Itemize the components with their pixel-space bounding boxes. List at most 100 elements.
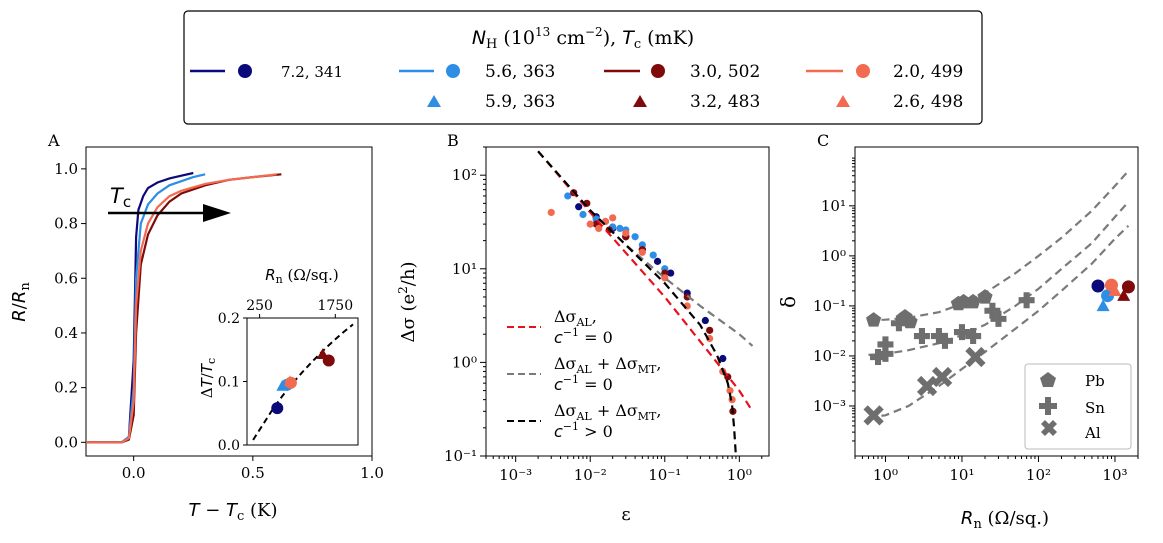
top-legend: NH (1013 cm−2), Tc (mK) 7.2, 341 5.6, 36…	[183, 10, 983, 125]
data-point-triangle	[1096, 299, 1110, 312]
data-point	[564, 192, 572, 200]
inset-y-tick-label: 0.0	[218, 438, 240, 454]
legend-sn-label: Sn	[1085, 399, 1105, 417]
data-point-triangle	[1117, 289, 1131, 301]
panel-b-letter: B	[447, 131, 459, 150]
legend-frame	[183, 10, 983, 125]
legend-pb-label: Pb	[1085, 372, 1105, 390]
x-tick-label: 10¹	[949, 466, 974, 484]
data-point	[719, 354, 727, 363]
legend-entry-7: 2.6, 498	[836, 92, 963, 112]
legend-circle-marker	[856, 64, 870, 78]
data-point	[638, 248, 646, 256]
data-point-cross-stroke	[863, 405, 884, 426]
panel-c-legend: Pb Sn Al	[1024, 363, 1132, 450]
data-point-plus	[890, 315, 907, 332]
inset-point	[271, 402, 284, 415]
legend-label: 3.0, 502	[690, 62, 760, 82]
data-point-pentagon	[965, 293, 981, 309]
data-point-plus	[965, 328, 982, 345]
legend-circle-marker	[446, 64, 460, 78]
y-tick-label: 0.8	[54, 215, 78, 233]
data-point-circle	[1121, 280, 1135, 294]
inset-axes	[246, 317, 359, 446]
data-point	[649, 251, 657, 259]
y-tick-label: 10⁰	[452, 353, 477, 371]
legend-label: 2.0, 499	[893, 62, 963, 82]
y-tick-label: 10¹	[821, 197, 846, 215]
data-point-cross-stroke	[916, 375, 938, 397]
panel-c-series	[863, 170, 1135, 426]
data-point-pentagon	[977, 289, 993, 304]
tc-arrow-head	[203, 204, 231, 222]
y-tick-label: 10⁻¹	[813, 297, 846, 315]
data-point	[631, 233, 639, 241]
y-tick-label: 0.2	[54, 379, 78, 397]
inset-y-tick-label: 0.1	[218, 375, 240, 391]
panel-a: A 0.0 0.5 1.00.00.20.40.60.81.0 Tc T − Tc …	[9, 131, 384, 524]
inset-y-tick-label: 0.2	[218, 311, 240, 327]
data-point-plus	[930, 328, 947, 345]
panel-a-axes	[85, 146, 373, 457]
data-point	[667, 269, 675, 277]
legend-entry-5: 5.9, 363	[427, 92, 555, 112]
inset-x-tick-label: 250	[246, 298, 273, 314]
y-tick-label: 10⁻²	[813, 347, 846, 365]
legend-al-label-c: c−1 = 0	[554, 326, 613, 347]
data-point	[579, 210, 587, 219]
data-point-plus	[990, 310, 1007, 327]
data-point	[701, 316, 709, 325]
data-point-cross	[931, 366, 953, 388]
data-point-plus	[870, 349, 887, 366]
panel-c-ylabel: δ	[776, 296, 800, 308]
panel-c-ticks: 10⁰ 10¹ 10² 10³ 10⁻³ 10⁻² 10⁻¹ 10⁰ 10¹	[813, 157, 1139, 484]
y-tick-label: 0.0	[54, 433, 78, 451]
legend-circle-marker	[238, 64, 252, 78]
data-point-pentagon	[866, 312, 882, 327]
x-tick-label: 10⁻¹	[648, 466, 681, 484]
data-point	[595, 224, 603, 233]
panel-b-ylabel: Δσ (e2/h)	[396, 261, 419, 342]
panel-b: B 10⁻³ 10⁻² 10⁻¹ 10⁰ 10⁻¹ 10⁰ 10¹ 10² ε Δσ (e2/…	[396, 131, 770, 525]
data-point	[706, 326, 714, 334]
data-point	[609, 214, 617, 222]
inset-point	[284, 376, 297, 389]
legend-almt-label-c: c−1 = 0	[554, 373, 613, 394]
data-point	[586, 220, 594, 228]
x-tick-label: 0.0	[122, 464, 146, 482]
panel-b-axes	[485, 146, 770, 457]
panel-a-inset: 250 1750 0.0 0.1 0.2 Rn (Ω/sq.) ΔT/Tc	[198, 266, 359, 454]
data-point	[653, 257, 662, 265]
y-tick-label: 10⁻¹	[444, 447, 477, 465]
inset-xlabel: Rn (Ω/sq.)	[265, 266, 339, 286]
data-point-plus	[877, 336, 894, 353]
data-point-plus	[953, 324, 970, 341]
data-point	[547, 208, 555, 217]
legend-cross-icon	[1041, 420, 1057, 436]
legend-almt-c-label-c: c−1 > 0	[554, 420, 613, 441]
legend-label: 7.2, 341	[281, 63, 343, 81]
panel-b-series	[537, 150, 754, 457]
panel-c-axes	[854, 146, 1139, 457]
panel-b-xlabel: ε	[621, 504, 630, 525]
x-tick-label: 1.0	[360, 464, 384, 482]
data-point-cross	[916, 375, 938, 397]
legend-entry-2: 5.6, 363	[399, 62, 555, 82]
data-point-cross	[965, 346, 986, 368]
inset-point	[322, 354, 335, 367]
panel-b-legend: ΔσAL, c−1 = 0 ΔσAL + ΔσMT, c−1 = 0 ΔσAL …	[507, 307, 662, 441]
fit-curve	[868, 225, 1130, 419]
data-point	[575, 203, 583, 211]
x-tick-label: 10²	[1026, 466, 1051, 484]
x-tick-label: 10⁰	[727, 466, 752, 484]
x-tick-label: 10³	[1102, 466, 1127, 484]
panel-a-xlabel: T − Tc (K)	[188, 500, 277, 524]
fit-curve	[868, 170, 1130, 322]
y-tick-label: 1.0	[54, 160, 78, 178]
data-point-plus	[1018, 292, 1035, 309]
transition-curve	[86, 173, 277, 444]
panel-c-xlabel: Rn (Ω/sq.)	[961, 508, 1049, 532]
legend-label: 2.6, 498	[893, 92, 963, 112]
inset-content: 250 1750 0.0 0.1 0.2	[218, 298, 354, 454]
